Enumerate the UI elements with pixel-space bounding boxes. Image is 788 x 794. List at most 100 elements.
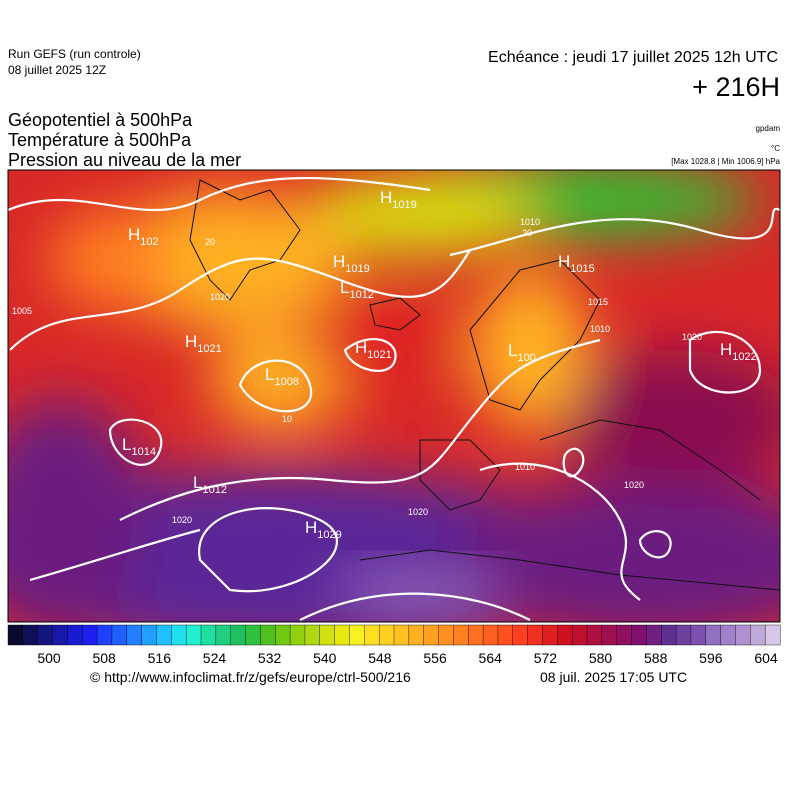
pressure-center: H1021	[355, 338, 392, 361]
colorbar-swatch	[67, 624, 83, 646]
contour-label: 1005	[12, 306, 32, 316]
colorbar-swatch	[705, 624, 722, 646]
colorbar-swatch	[96, 624, 113, 646]
colorbar-swatch	[720, 624, 736, 646]
colorbar-swatch	[364, 624, 380, 646]
colorbar-tick-label: 604	[754, 650, 778, 666]
unit: gpdam	[756, 124, 781, 133]
colorbar-tick-label: 564	[479, 650, 503, 666]
contour-label: 10	[282, 414, 292, 424]
unit: [Max 1028.8 | Min 1006.9] hPa	[671, 157, 780, 166]
colorbar: 500 508 516 524 532 540 548 556 564 572 580 588 596 6…	[7, 624, 781, 666]
colorbar-tick-label: 548	[368, 650, 392, 666]
colorbar-swatch	[171, 624, 187, 646]
title: Température à 500hPa	[8, 130, 192, 150]
colorbar-swatch	[82, 624, 98, 646]
pressure-center: L1008	[265, 365, 299, 388]
lead: + 216H	[692, 72, 780, 102]
colorbar-swatch	[260, 624, 276, 646]
colorbar-swatch	[764, 624, 781, 646]
colorbar-swatch	[185, 624, 202, 646]
colorbar-tick-label: 540	[313, 650, 337, 666]
contour-label: 1020	[624, 480, 644, 490]
pressure-center: H1029	[305, 518, 342, 541]
colorbar-swatch	[690, 624, 707, 646]
colorbar-swatch	[22, 624, 39, 646]
colorbar-swatch	[111, 624, 128, 646]
contour-label: 1020	[408, 507, 428, 517]
unit: °C	[771, 144, 780, 153]
colorbar-swatch	[334, 624, 350, 646]
colorbar-swatch	[7, 624, 24, 646]
colorbar-swatch	[408, 624, 425, 646]
colorbar-swatch	[482, 624, 499, 646]
colorbar-swatch	[557, 624, 573, 646]
colorbar-swatch	[438, 624, 454, 646]
colorbar-tick-label: 556	[423, 650, 447, 666]
colorbar-swatch	[215, 624, 232, 646]
colorbar-swatch	[200, 624, 217, 646]
contour-label: 1020	[210, 292, 230, 302]
colorbar-swatch	[378, 624, 395, 646]
colorbar-swatch	[304, 624, 321, 646]
colorbar-swatch	[601, 624, 618, 646]
title: Géopotentiel à 500hPa	[8, 110, 193, 130]
contour-label: 1015	[588, 297, 608, 307]
colorbar-tick-label: 580	[589, 650, 613, 666]
colorbar-swatch	[571, 624, 588, 646]
colorbar-swatch	[542, 624, 558, 646]
colorbar-swatch	[289, 624, 306, 646]
colorbar-swatch	[497, 624, 514, 646]
pressure-center: H1019	[380, 188, 417, 211]
colorbar-swatch	[141, 624, 157, 646]
contour-label: 1020	[172, 515, 192, 525]
colorbar-tick-label: 572	[534, 650, 558, 666]
pressure-center: H1022	[720, 340, 757, 363]
contour-label: 20	[522, 228, 532, 238]
colorbar-swatch	[156, 624, 172, 646]
contour-label: 1010	[520, 217, 540, 227]
map: H1019 H102 H1019 L1012 H1015 H1021 H1021…	[8, 170, 780, 622]
run-date: 08 juillet 2025 12Z	[8, 63, 106, 77]
colorbar-tick-label: 508	[92, 650, 116, 666]
colorbar-tick-label: 596	[699, 650, 723, 666]
colorbar-tick-label: 516	[148, 650, 172, 666]
colorbar-swatch	[37, 624, 54, 646]
pressure-center: L1014	[122, 435, 156, 458]
contour-label: 1010	[515, 462, 535, 472]
colorbar-tick-label: 524	[203, 650, 227, 666]
colorbar-swatch	[646, 624, 662, 646]
contour-label: 20	[205, 237, 215, 247]
pressure-center: L1012	[193, 473, 227, 496]
pressure-center: H1015	[558, 252, 595, 275]
pressure-center: L1012	[340, 278, 374, 301]
colorbar-swatch	[735, 624, 751, 646]
colorbar-tick-label: 500	[37, 650, 61, 666]
colorbar-swatch	[245, 624, 261, 646]
colorbar-swatch	[230, 624, 247, 646]
colorbar-swatch	[631, 624, 647, 646]
colorbar-swatch	[661, 624, 677, 646]
colorbar-swatch	[319, 624, 336, 646]
colorbar-swatch	[52, 624, 68, 646]
colorbar-swatch	[126, 624, 143, 646]
colorbar-swatch	[586, 624, 603, 646]
pressure-center: H1019	[333, 252, 370, 275]
colorbar-swatch	[423, 624, 440, 646]
map-frame	[7, 169, 781, 623]
colorbar-swatch	[349, 624, 365, 646]
colorbar-tick-label: 532	[258, 650, 282, 666]
colorbar-swatch	[275, 624, 291, 646]
colorbar-swatch	[675, 624, 692, 646]
colorbar-swatch	[512, 624, 529, 646]
contour-label: 1010	[590, 324, 610, 334]
colorbar-swatch	[527, 624, 543, 646]
colorbar-swatch	[468, 624, 484, 646]
title: Pression au niveau de la mer	[8, 150, 241, 170]
pressure-center: L100	[508, 341, 536, 364]
contour-label: 1020	[682, 332, 702, 342]
generated-time: 08 juil. 2025 17:05 UTC	[540, 669, 687, 685]
colorbar-tick-label: 588	[644, 650, 668, 666]
run: Run GEFS (run controle)	[8, 47, 141, 61]
